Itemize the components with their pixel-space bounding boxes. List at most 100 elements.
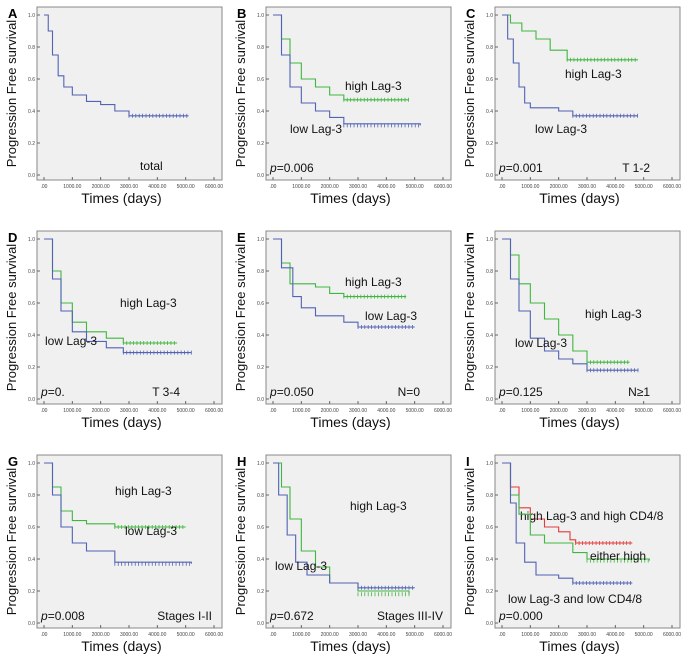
survival-curve-low-lag-3 bbox=[502, 238, 638, 371]
x-tick-label: 2000.00 bbox=[550, 408, 568, 414]
survival-curve-high-lag-3-and-high-cd4-8 bbox=[502, 462, 633, 544]
series-label: high Lag-3 bbox=[115, 484, 172, 498]
y-tick-label: 0.4 bbox=[486, 109, 493, 115]
panel-letter: E bbox=[237, 230, 246, 245]
x-tick-label: 2000.00 bbox=[321, 184, 339, 190]
series-label: low Lag-3 bbox=[275, 559, 327, 573]
x-tick-label: 6000.00 bbox=[434, 632, 452, 638]
x-tick-label: 3000.00 bbox=[349, 408, 367, 414]
y-tick-label: 0.6 bbox=[28, 301, 35, 307]
y-tick-label: 0.4 bbox=[28, 109, 35, 115]
plot-area bbox=[36, 6, 223, 181]
series-label: low Lag-3 and low CD4/8 bbox=[508, 592, 642, 606]
x-tick-label: 5000.00 bbox=[177, 408, 195, 414]
x-tick-label: 3000.00 bbox=[120, 408, 138, 414]
x-axis-label: Times (days) bbox=[81, 414, 161, 430]
x-tick-label: 2000.00 bbox=[550, 184, 568, 190]
y-tick-label: 0.6 bbox=[486, 77, 493, 83]
y-tick-label: 0.0 bbox=[28, 173, 35, 179]
x-tick-label: 1000.00 bbox=[63, 184, 81, 190]
x-tick-label: 4000.00 bbox=[148, 408, 166, 414]
x-tick-label: 1000.00 bbox=[63, 408, 81, 414]
x-axis-label: Times (days) bbox=[310, 190, 390, 206]
panel-letter: G bbox=[8, 454, 18, 469]
y-tick-label: 1.0 bbox=[28, 461, 35, 467]
x-tick-label: 2000.00 bbox=[550, 632, 568, 638]
y-tick-label: 0.0 bbox=[257, 621, 264, 627]
x-tick-label: 4000.00 bbox=[377, 632, 395, 638]
x-tick-label: 4000.00 bbox=[606, 408, 624, 414]
x-tick-label: 3000.00 bbox=[578, 632, 596, 638]
x-tick-label: 6000.00 bbox=[205, 184, 223, 190]
p-value: p=0.050 bbox=[269, 385, 314, 399]
x-tick-label: 3000.00 bbox=[349, 632, 367, 638]
y-tick-label: 1.0 bbox=[257, 13, 264, 19]
x-tick-label: 6000.00 bbox=[663, 632, 681, 638]
survival-curve-high-lag-3 bbox=[273, 14, 409, 101]
x-tick-label: .00 bbox=[270, 184, 277, 190]
x-tick-label: 5000.00 bbox=[635, 184, 653, 190]
y-tick-label: 0.4 bbox=[486, 557, 493, 563]
x-tick-label: 1000.00 bbox=[292, 408, 310, 414]
y-tick-label: 0.0 bbox=[28, 397, 35, 403]
series-label: high Lag-3 bbox=[565, 67, 622, 81]
y-tick-label: 0.0 bbox=[486, 173, 493, 179]
x-tick-label: 5000.00 bbox=[406, 184, 424, 190]
y-tick-label: 0.2 bbox=[486, 365, 493, 371]
survival-curve-low-lag-3 bbox=[273, 462, 415, 589]
plot-area bbox=[494, 454, 681, 629]
y-tick-label: 1.0 bbox=[257, 461, 264, 467]
x-tick-label: 1000.00 bbox=[63, 632, 81, 638]
x-tick-label: 5000.00 bbox=[406, 632, 424, 638]
panel-letter: A bbox=[8, 6, 18, 21]
x-tick-label: 3000.00 bbox=[349, 184, 367, 190]
survival-curve-low-lag-3-and-low-cd4-8 bbox=[502, 462, 633, 584]
x-tick-label: 4000.00 bbox=[377, 184, 395, 190]
series-label: low Lag-3 bbox=[45, 334, 97, 348]
y-tick-label: 0.4 bbox=[28, 333, 35, 339]
y-tick-label: 0.6 bbox=[257, 77, 264, 83]
y-tick-label: 0.6 bbox=[257, 525, 264, 531]
x-tick-label: 1000.00 bbox=[292, 184, 310, 190]
plot-area bbox=[265, 454, 452, 629]
p-value: p=0.008 bbox=[40, 609, 85, 623]
y-tick-label: 0.6 bbox=[28, 77, 35, 83]
p-value: p=0. bbox=[40, 385, 65, 399]
panel-letter: I bbox=[466, 454, 470, 469]
y-tick-label: 0.8 bbox=[28, 45, 35, 51]
x-tick-label: .00 bbox=[270, 408, 277, 414]
panel-letter: C bbox=[466, 6, 476, 21]
x-axis-label: Times (days) bbox=[310, 414, 390, 430]
x-axis-label: Times (days) bbox=[539, 414, 619, 430]
x-tick-label: 5000.00 bbox=[635, 408, 653, 414]
x-axis-label: Times (days) bbox=[310, 638, 390, 654]
y-tick-label: 0.4 bbox=[257, 557, 264, 563]
p-value: p=0.006 bbox=[269, 161, 314, 175]
subgroup-label: Stages III-IV bbox=[377, 609, 443, 623]
x-tick-label: 5000.00 bbox=[177, 632, 195, 638]
x-tick-label: 2000.00 bbox=[92, 408, 110, 414]
plot-area bbox=[36, 454, 223, 629]
y-tick-label: 0.2 bbox=[257, 365, 264, 371]
y-tick-label: 0.0 bbox=[28, 621, 35, 627]
series-label: low Lag-3 bbox=[365, 309, 417, 323]
y-axis-label: Progression Free survival bbox=[233, 244, 248, 391]
x-tick-label: 3000.00 bbox=[120, 632, 138, 638]
subgroup-label: T 3-4 bbox=[152, 385, 180, 399]
x-tick-label: .00 bbox=[41, 184, 48, 190]
x-axis-label: Times (days) bbox=[539, 638, 619, 654]
x-tick-label: 5000.00 bbox=[406, 408, 424, 414]
survival-curve-low-lag-3 bbox=[44, 238, 192, 354]
x-tick-label: 2000.00 bbox=[92, 632, 110, 638]
p-value: p=0.001 bbox=[498, 161, 543, 175]
x-axis-label: Times (days) bbox=[81, 638, 161, 654]
p-value: p=0.000 bbox=[498, 609, 543, 623]
y-axis-label: Progression Free survival bbox=[233, 20, 248, 167]
y-tick-label: 0.6 bbox=[257, 301, 264, 307]
subgroup-label: total bbox=[140, 159, 163, 173]
x-tick-label: 4000.00 bbox=[606, 184, 624, 190]
